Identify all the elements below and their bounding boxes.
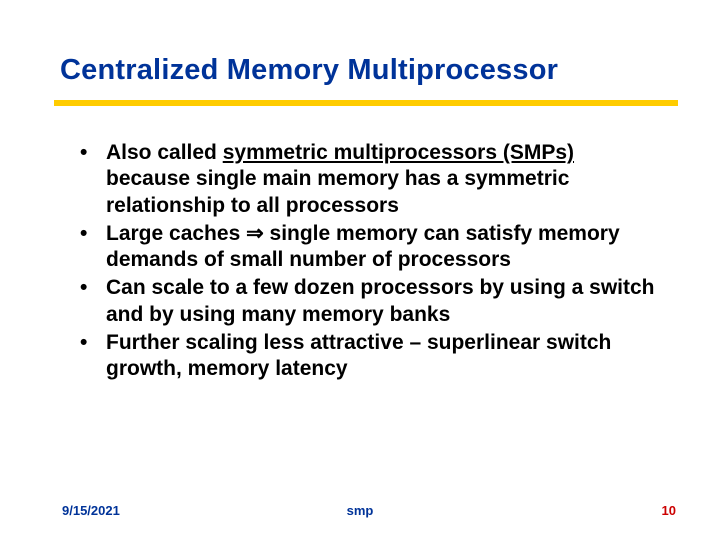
slide: Centralized Memory Multiprocessor • Also… — [0, 0, 720, 540]
bullet-content: Also called symmetric multiprocessors (S… — [106, 140, 660, 219]
bullet-post: because single main memory has a symmetr… — [106, 167, 569, 216]
title-underline-bar — [54, 100, 678, 106]
footer-center: smp — [0, 503, 720, 518]
slide-title: Centralized Memory Multiprocessor — [60, 54, 558, 87]
footer-page-number: 10 — [662, 503, 676, 518]
bullet-pre: Also called — [106, 141, 223, 164]
bullet-item: • Further scaling less attractive – supe… — [80, 330, 660, 383]
bullet-marker: • — [80, 330, 106, 383]
bullet-marker: • — [80, 140, 106, 219]
bullet-marker: • — [80, 275, 106, 328]
footer: 9/15/2021 smp 10 — [0, 498, 720, 518]
bullet-item: • Can scale to a few dozen processors by… — [80, 275, 660, 328]
bullet-content: Further scaling less attractive – superl… — [106, 330, 660, 383]
body: • Also called symmetric multiprocessors … — [80, 140, 660, 384]
bullet-item: • Large caches ⇒ single memory can satis… — [80, 221, 660, 274]
bullet-underline: symmetric multiprocessors (SMPs) — [223, 141, 574, 164]
bullet-marker: • — [80, 221, 106, 274]
bullet-content: Can scale to a few dozen processors by u… — [106, 275, 660, 328]
bullet-item: • Also called symmetric multiprocessors … — [80, 140, 660, 219]
bullet-content: Large caches ⇒ single memory can satisfy… — [106, 221, 660, 274]
